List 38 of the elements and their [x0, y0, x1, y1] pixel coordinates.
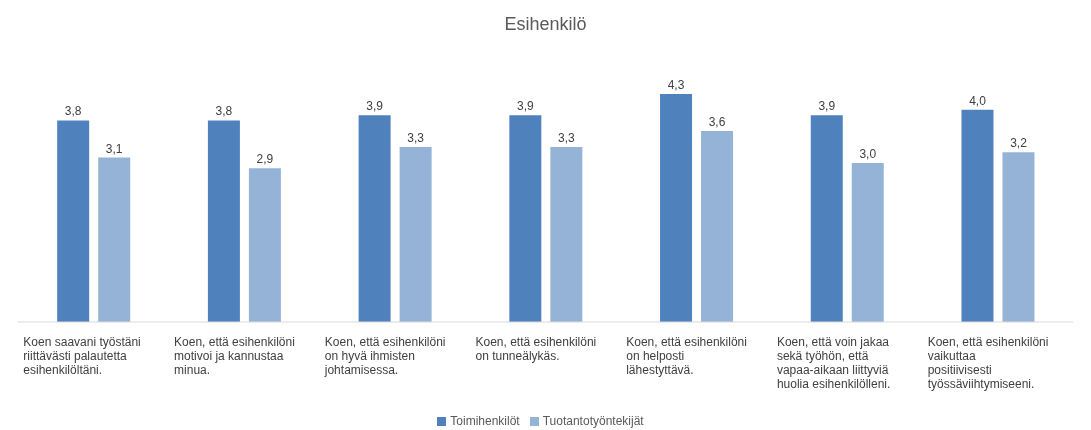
x-tick-label: Koen, että voin jakaa sekä työhön, että vapaa-aikaan liittyviä huolia esihenkilölleni.: [776, 335, 891, 391]
bar: [961, 109, 994, 322]
x-tick-label: Koen, että esihenkilöni on hyvä ihmisten johtamisessa.: [323, 335, 446, 377]
legend-label: Tuotantotyöntekijät: [542, 414, 644, 428]
data-label: 3,3: [407, 130, 425, 145]
chart-title: Esihenkilö: [503, 13, 588, 36]
bar: [358, 115, 391, 322]
data-label: 3,3: [557, 130, 575, 145]
bar: [509, 115, 542, 322]
x-tick-label: Koen, että esihenkilöni on tunneälykäs.: [475, 335, 597, 363]
x-tick-label: Koen, että esihenkilöni motivoi ja kannustaa minua.: [174, 335, 295, 377]
data-label: 4,0: [969, 93, 987, 108]
bar: [207, 120, 240, 322]
bar: [851, 162, 884, 322]
data-label: 3,9: [818, 99, 836, 114]
x-tick-label: Koen, että esihenkilöni vaikuttaa positiivisesti työssäviihtymiseeni.: [927, 335, 1049, 391]
data-label: 3,0: [859, 146, 877, 161]
data-label: 3,8: [215, 104, 233, 119]
bar: [248, 168, 281, 322]
data-label: 2,9: [256, 152, 274, 167]
data-label: 3,8: [64, 104, 82, 119]
bar: [810, 115, 843, 322]
bar: [399, 146, 432, 322]
x-tick-label: Koen, että esihenkilöni on helposti lähestyttävä.: [626, 335, 747, 377]
data-label: 4,3: [667, 77, 685, 92]
bar: [660, 93, 693, 322]
x-tick-label: Koen saavani työstäni riittävästi palautetta esihenkilöltäni.: [23, 335, 141, 377]
bar: [1002, 152, 1035, 322]
data-label: 3,9: [516, 99, 534, 114]
data-label: 3,6: [708, 115, 726, 130]
data-label: 3,9: [366, 99, 384, 114]
bar: [550, 146, 583, 322]
bar: [57, 120, 90, 322]
data-label: 3,2: [1010, 136, 1028, 151]
bar: [701, 131, 734, 322]
data-label: 3,1: [105, 141, 123, 156]
legend-label: Toimihenkilöt: [450, 414, 520, 428]
bar: [98, 157, 131, 322]
